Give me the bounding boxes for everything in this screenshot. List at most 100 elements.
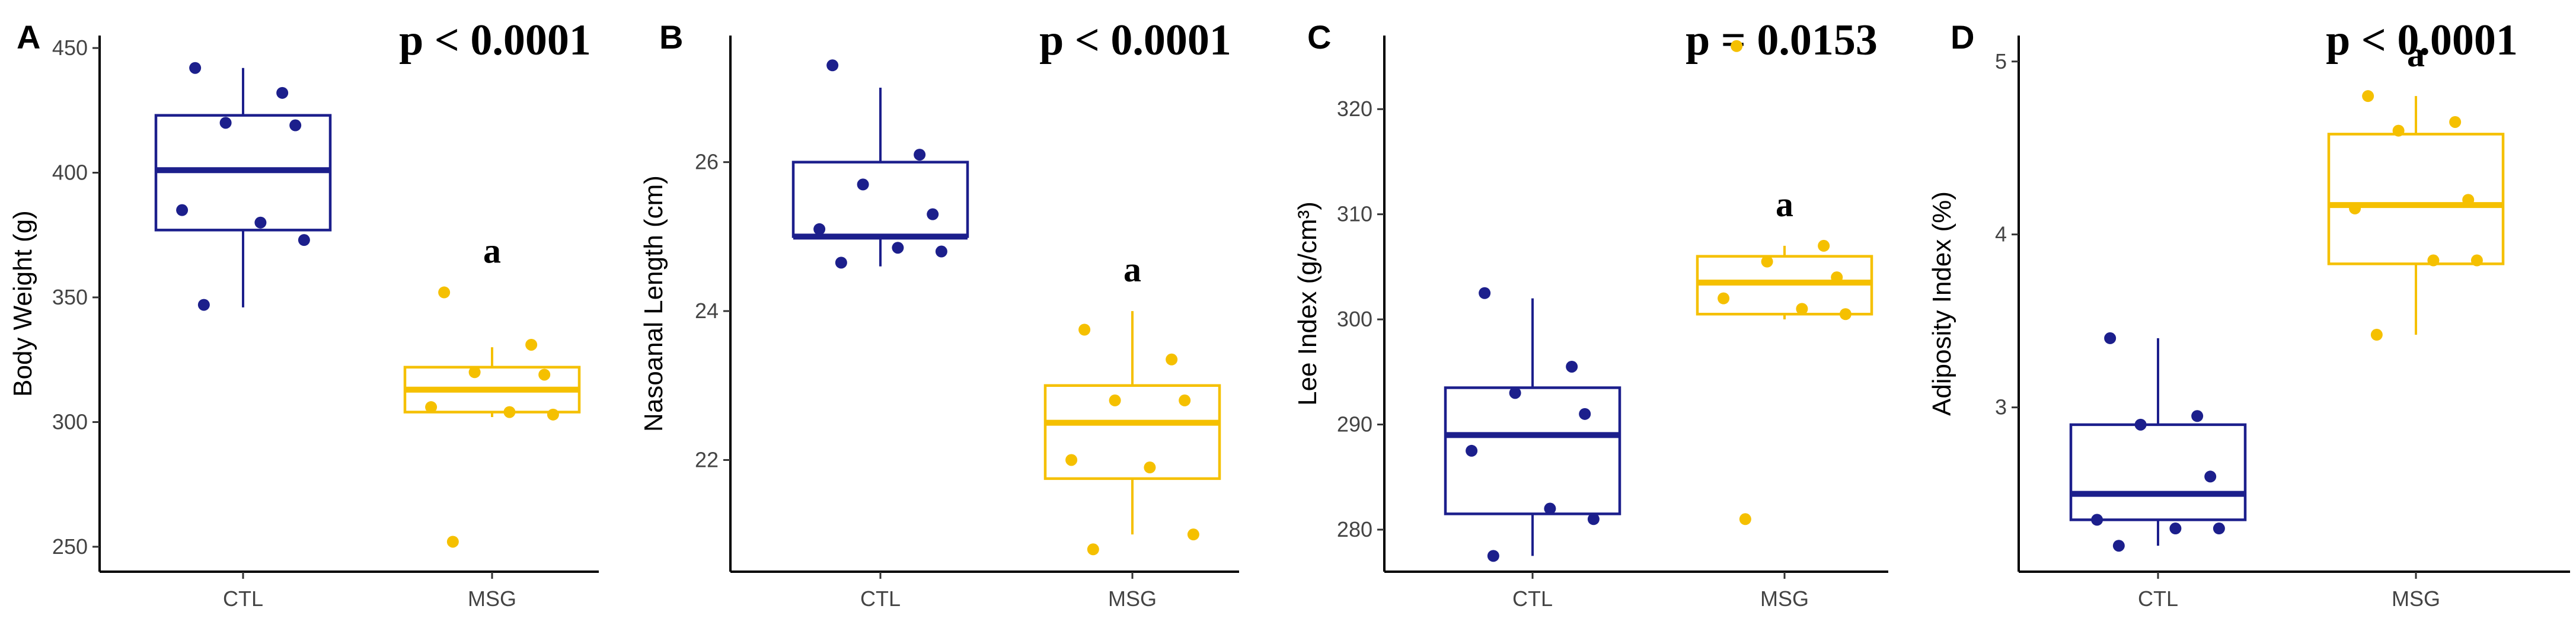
data-point — [857, 178, 869, 191]
data-point — [2204, 470, 2217, 483]
data-point — [219, 117, 232, 129]
data-point — [2349, 202, 2361, 214]
box-msg — [2327, 133, 2505, 265]
data-point — [826, 59, 839, 72]
data-point — [289, 119, 302, 132]
x-tick-label: CTL — [2138, 586, 2178, 611]
box-ctl — [1444, 386, 1621, 515]
data-point — [425, 401, 438, 414]
y-tick-label: 310 — [1337, 202, 1372, 226]
data-point — [1166, 353, 1178, 366]
data-point — [2392, 124, 2405, 137]
data-point — [2470, 254, 2483, 267]
data-point — [1831, 271, 1843, 284]
data-point — [197, 299, 210, 311]
y-tick-label: 400 — [52, 161, 88, 185]
x-tick-label: MSG — [1108, 586, 1157, 611]
x-tick-label: CTL — [223, 586, 263, 611]
data-point — [2427, 254, 2440, 267]
data-point — [1839, 308, 1852, 320]
panel-letter: C — [1307, 18, 1331, 56]
box-msg — [1043, 384, 1221, 480]
data-point — [2104, 332, 2117, 344]
panel-letter: B — [659, 18, 683, 56]
data-point — [503, 406, 516, 418]
y-tick-label: 300 — [1337, 307, 1372, 331]
x-tick-label: CTL — [1512, 586, 1553, 611]
data-point — [1587, 513, 1600, 525]
y-axis-label: Body Weight (g) — [8, 210, 37, 397]
data-point — [914, 149, 926, 161]
data-point — [2449, 116, 2462, 128]
significance-label: a — [483, 232, 501, 271]
data-point — [298, 234, 310, 246]
data-point — [1179, 394, 1191, 406]
data-point — [1718, 292, 1730, 305]
data-point — [538, 368, 551, 381]
box-ctl — [2069, 423, 2247, 521]
data-point — [1761, 255, 1773, 268]
x-tick-label: MSG — [468, 586, 516, 611]
data-point — [892, 242, 904, 254]
data-point — [2370, 329, 2383, 341]
p-value-label: p < 0.0001 — [2326, 16, 2518, 65]
significance-label: a — [2407, 35, 2425, 74]
data-point — [1144, 461, 1156, 474]
y-tick-label: 22 — [695, 447, 719, 472]
data-point — [276, 86, 289, 99]
data-point — [2213, 523, 2225, 535]
data-point — [1731, 40, 1743, 52]
y-axis-label: Adiposity Index (%) — [1927, 191, 1956, 416]
y-tick-label: 26 — [695, 150, 719, 174]
data-point — [813, 223, 826, 235]
data-point — [835, 257, 847, 269]
data-point — [1739, 513, 1751, 525]
x-tick-label: MSG — [2392, 586, 2440, 611]
y-tick-label: 4 — [1995, 222, 2007, 246]
data-point — [935, 245, 947, 258]
y-tick-label: 3 — [1995, 395, 2007, 419]
data-point — [1544, 502, 1556, 515]
y-tick-label: 320 — [1337, 97, 1372, 121]
y-tick-label: 280 — [1337, 517, 1372, 541]
data-point — [1065, 454, 1078, 466]
data-point — [1796, 303, 1808, 315]
data-point — [2362, 90, 2374, 102]
data-point — [2462, 194, 2475, 206]
significance-label: a — [1776, 185, 1793, 224]
y-tick-label: 5 — [1995, 49, 2007, 73]
data-point — [2112, 540, 2125, 552]
y-tick-label: 250 — [52, 534, 88, 559]
y-tick-label: 24 — [695, 299, 719, 323]
data-point — [1466, 444, 1478, 457]
data-point — [2169, 523, 2182, 535]
data-point — [1109, 394, 1121, 406]
data-point — [254, 216, 267, 229]
data-point — [1087, 543, 1099, 556]
data-point — [468, 366, 481, 379]
data-point — [438, 286, 451, 299]
data-point — [1187, 528, 1199, 541]
y-tick-label: 350 — [52, 285, 88, 309]
y-axis-label: Nasoanal Length (cm) — [639, 175, 668, 432]
data-point — [1566, 360, 1578, 373]
data-point — [1579, 408, 1591, 420]
data-point — [189, 62, 202, 74]
p-value-label: p = 0.0153 — [1686, 16, 1878, 65]
data-point — [1509, 387, 1521, 399]
data-point — [1487, 550, 1499, 562]
y-tick-label: 300 — [52, 409, 88, 434]
p-value-label: p < 0.0001 — [399, 16, 591, 65]
y-axis-label: Lee Index (g/cm³) — [1293, 201, 1322, 406]
data-point — [1479, 287, 1491, 299]
data-point — [446, 536, 459, 548]
p-value-label: p < 0.0001 — [1039, 16, 1231, 65]
significance-label: a — [1123, 250, 1141, 289]
data-point — [176, 204, 189, 216]
data-point — [1818, 239, 1830, 252]
